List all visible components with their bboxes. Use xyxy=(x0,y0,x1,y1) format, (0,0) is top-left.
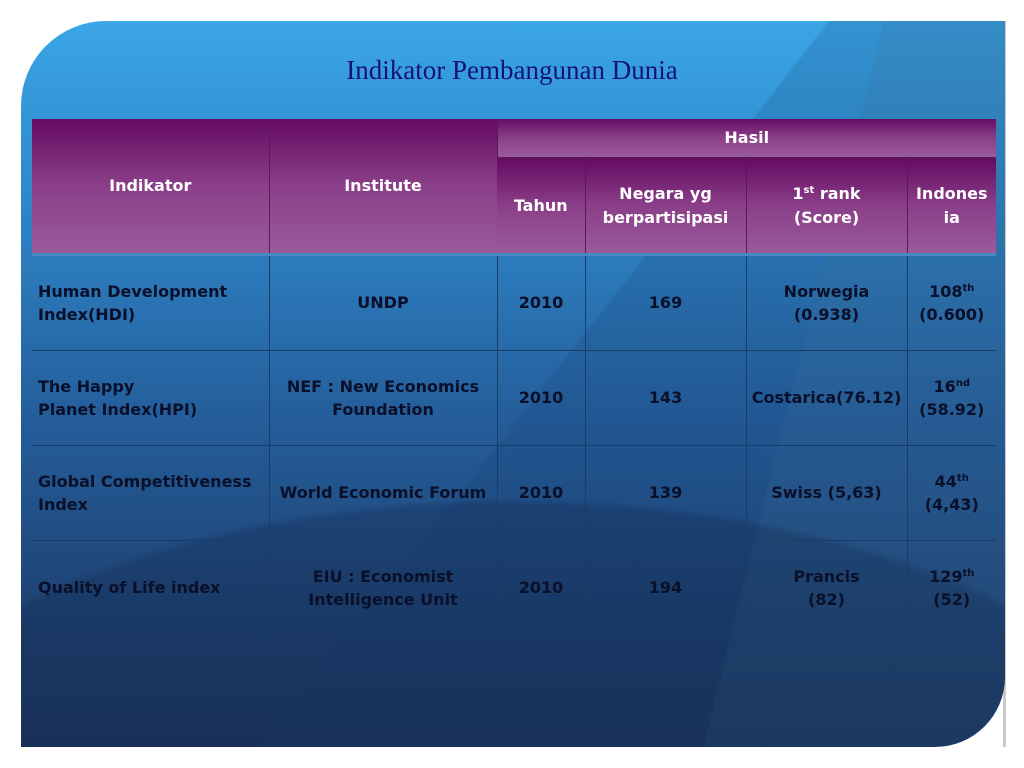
first-rank-line1: Norwegia xyxy=(783,281,870,301)
first-rank-line2: (82) xyxy=(808,589,845,609)
indikator-line2: Index(HDI) xyxy=(38,304,136,324)
header-rank-num: 1 xyxy=(792,183,804,203)
indonesia-rank: 16 xyxy=(933,376,956,396)
header-rank: 1st rank (Score) xyxy=(745,158,907,256)
indikator-line2: Planet Index(HPI) xyxy=(38,399,198,419)
institute-line1: World Economic Forum xyxy=(279,483,487,502)
header-indonesia: Indones ia xyxy=(906,158,996,256)
cell-indonesia: 44th (4,43) xyxy=(906,445,996,541)
cell-first-rank: Costarica(76.12) xyxy=(745,350,907,446)
header-rank-rest: rank xyxy=(814,183,861,203)
header-indonesia-line2: ia xyxy=(943,207,960,227)
institute-line2: Foundation xyxy=(332,399,434,419)
table-row: Global Competitiveness Index World Economi… xyxy=(32,445,996,541)
indonesia-rank-suffix: th xyxy=(962,567,975,579)
cell-indikator: Global Competitiveness Index xyxy=(32,445,269,541)
institute-line1: EIU : Economist xyxy=(312,566,454,586)
indonesia-rank-suffix: th xyxy=(962,282,975,294)
cell-tahun: 2010 xyxy=(496,445,585,541)
indikator-line1: Human Development xyxy=(38,281,228,301)
indonesia-score: (4,43) xyxy=(924,494,979,514)
indonesia-rank-suffix: th xyxy=(956,472,969,484)
first-rank-line2: (0.938) xyxy=(793,304,860,324)
header-hasil: Hasil xyxy=(496,119,996,159)
header-negara-line2: berpartisipasi xyxy=(602,207,729,227)
cell-indikator: Human Development Index(HDI) xyxy=(32,254,269,351)
header-indonesia-line1: Indones xyxy=(915,183,988,203)
institute-line1: UNDP xyxy=(357,293,409,312)
first-rank-line1: Prancis xyxy=(793,566,860,586)
cell-indonesia: 16nd (58.92) xyxy=(906,350,996,446)
first-rank-line1: Swiss (5,63) xyxy=(771,483,882,502)
header-rank-line2: (Score) xyxy=(793,207,860,227)
slide-title: Indikator Pembangunan Dunia xyxy=(346,55,678,85)
cell-first-rank: Norwegia (0.938) xyxy=(745,254,907,351)
indonesia-rank: 44 xyxy=(934,471,957,491)
indonesia-rank: 108 xyxy=(929,281,963,301)
indikator-line1: Quality of Life index xyxy=(38,578,221,597)
cell-institute: EIU : Economist Intelligence Unit xyxy=(268,540,497,636)
cell-negara: 139 xyxy=(584,445,746,541)
header-negara: Negara yg berpartisipasi xyxy=(584,158,746,256)
cell-tahun: 2010 xyxy=(496,540,585,636)
header-tahun: Tahun xyxy=(497,158,585,256)
institute-line1: NEF : New Economics xyxy=(286,376,480,396)
cell-institute: UNDP xyxy=(268,254,497,351)
cell-negara: 143 xyxy=(584,350,746,446)
table-row: The Happy Planet Index(HPI) NEF : New Econ… xyxy=(32,350,996,446)
cell-tahun: 2010 xyxy=(496,350,585,446)
cell-tahun: 2010 xyxy=(496,254,585,351)
indonesia-rank: 129 xyxy=(929,566,963,586)
cell-institute: NEF : New Economics Foundation xyxy=(268,350,497,446)
first-rank-line1: Costarica(76.12) xyxy=(751,388,902,407)
cell-first-rank: Prancis (82) xyxy=(745,540,907,636)
indikator-line1: Global Competitiveness xyxy=(38,471,252,491)
header-indikator: Indikator xyxy=(32,119,269,256)
indonesia-rank-suffix: nd xyxy=(955,377,971,389)
cell-negara: 169 xyxy=(584,254,746,351)
indonesia-score: (52) xyxy=(933,589,971,609)
header-rank-sup: st xyxy=(803,184,815,196)
table-row: Human Development Index(HDI) UNDP 2010 169 No… xyxy=(32,254,996,351)
cell-institute: World Economic Forum xyxy=(268,445,497,541)
header-institute: Institute xyxy=(268,119,497,256)
indikator-line2: Index xyxy=(38,494,88,514)
indonesia-score: (0.600) xyxy=(919,304,985,324)
table-row: Quality of Life index EIU : Economist Inte… xyxy=(32,540,996,636)
header-negara-line1: Negara yg xyxy=(619,183,712,203)
indicator-table: Indikator Institute Hasil Tahun Negara y… xyxy=(32,119,996,636)
indikator-line1: The Happy xyxy=(38,376,135,396)
indonesia-score: (58.92) xyxy=(919,399,985,419)
cell-indonesia: 108th (0.600) xyxy=(906,254,996,351)
cell-indonesia: 129th (52) xyxy=(906,540,996,636)
cell-indikator: The Happy Planet Index(HPI) xyxy=(32,350,269,446)
cell-first-rank: Swiss (5,63) xyxy=(745,445,907,541)
institute-line2: Intelligence Unit xyxy=(308,589,458,609)
cell-indikator: Quality of Life index xyxy=(32,540,269,636)
cell-negara: 194 xyxy=(584,540,746,636)
